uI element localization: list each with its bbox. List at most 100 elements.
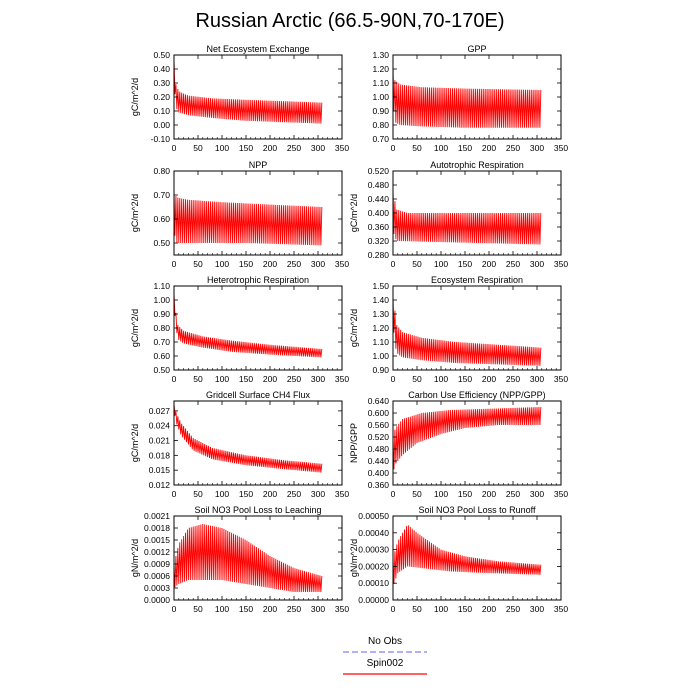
- plot-frame: [392, 515, 562, 601]
- x-tick-label: 250: [287, 604, 301, 614]
- x-tick-label: 150: [239, 489, 253, 499]
- page-title: Russian Arctic (66.5-90N,70-170E): [195, 10, 505, 32]
- chart-panel: 0 50 100 150 200 250 300 350 0.90 1.00 1.10 1.20 1.3…: [349, 275, 568, 384]
- x-tick-label: 350: [335, 143, 349, 153]
- y-tick-label: 0.90: [372, 106, 389, 116]
- y-axis-label: gN/m^2/d: [130, 539, 140, 577]
- y-tick-label: 0.0018: [144, 523, 170, 533]
- y-axis-label: gC/m^2/d: [130, 309, 140, 347]
- y-tick-label: 0.00010: [358, 578, 389, 588]
- plot-frame: [173, 170, 343, 256]
- x-tick-label: 300: [530, 489, 544, 499]
- y-tick-label: 0.0003: [144, 583, 170, 593]
- series-line: [173, 403, 323, 473]
- y-tick-label: 0.90: [372, 365, 389, 375]
- x-tick-label: 0: [391, 489, 396, 499]
- x-tick-label: 200: [482, 489, 496, 499]
- chart-panel: 0 50 100 150 200 250 300 350 0.280 0.320 0.360 0.40…: [349, 160, 568, 269]
- y-tick-label: 0.80: [153, 323, 170, 333]
- x-tick-label: 0: [391, 604, 396, 614]
- x-tick-label: 50: [412, 259, 422, 269]
- x-tick-label: 150: [458, 489, 472, 499]
- series-line: [392, 66, 542, 128]
- x-tick-label: 50: [193, 604, 203, 614]
- x-tick-label: 100: [434, 489, 448, 499]
- x-tick-label: 250: [506, 259, 520, 269]
- series-line: [173, 523, 323, 593]
- x-tick-label: 100: [434, 604, 448, 614]
- x-tick-label: 50: [412, 489, 422, 499]
- y-axis-label: gC/m^2/d: [130, 78, 140, 116]
- x-tick-label: 150: [239, 143, 253, 153]
- y-tick-label: 0.50: [153, 50, 170, 60]
- panel-title: Gridcell Surface CH4 Flux: [206, 390, 311, 400]
- y-tick-label: 0.400: [368, 468, 390, 478]
- y-tick-label: 0.027: [149, 406, 171, 416]
- y-tick-label: 0.021: [149, 436, 171, 446]
- x-tick-label: 50: [412, 374, 422, 384]
- x-tick-label: 250: [287, 374, 301, 384]
- series-line: [392, 188, 542, 245]
- x-tick-label: 0: [172, 259, 177, 269]
- y-tick-label: 0.012: [149, 480, 171, 490]
- x-tick-label: 50: [193, 489, 203, 499]
- series-line: [392, 406, 542, 470]
- x-tick-label: 350: [554, 259, 568, 269]
- x-tick-label: 100: [215, 259, 229, 269]
- y-tick-label: 0.00000: [358, 595, 389, 605]
- y-tick-label: 0.480: [368, 444, 390, 454]
- x-tick-label: 150: [239, 604, 253, 614]
- x-tick-label: 300: [311, 259, 325, 269]
- y-tick-label: 1.00: [372, 351, 389, 361]
- y-tick-label: 0.00030: [358, 545, 389, 555]
- y-tick-label: 1.20: [372, 64, 389, 74]
- y-axis-label: gC/m^2/d: [130, 194, 140, 232]
- y-tick-label: 0.00: [153, 120, 170, 130]
- series-line: [173, 59, 323, 124]
- y-axis-label: gC/m^2/d: [349, 309, 359, 347]
- y-tick-label: 0.0006: [144, 571, 170, 581]
- series-line: [392, 295, 542, 366]
- x-tick-label: 350: [335, 374, 349, 384]
- x-tick-label: 100: [215, 604, 229, 614]
- x-tick-label: 350: [554, 374, 568, 384]
- y-tick-label: 0.70: [153, 337, 170, 347]
- panel-title: Carbon Use Efficiency (NPP/GPP): [408, 390, 545, 400]
- x-tick-label: 100: [215, 374, 229, 384]
- x-tick-label: 0: [172, 374, 177, 384]
- plot-frame: [173, 285, 343, 371]
- y-tick-label: 0.600: [368, 408, 390, 418]
- y-tick-label: 0.440: [368, 194, 390, 204]
- x-tick-label: 150: [458, 143, 472, 153]
- x-tick-label: 300: [530, 604, 544, 614]
- y-axis-label: gC/m^2/d: [349, 194, 359, 232]
- y-tick-label: 0.440: [368, 456, 390, 466]
- x-tick-label: 100: [434, 143, 448, 153]
- chart-panel: 0 50 100 150 200 250 300 350 0.70 0.80 0.90 1.00 1.1…: [372, 44, 568, 153]
- y-tick-label: 1.50: [372, 281, 389, 291]
- y-tick-label: 0.015: [149, 465, 171, 475]
- x-tick-label: 150: [458, 604, 472, 614]
- x-tick-label: 0: [391, 374, 396, 384]
- x-tick-label: 150: [458, 374, 472, 384]
- x-tick-label: 50: [193, 259, 203, 269]
- x-tick-label: 250: [287, 143, 301, 153]
- x-tick-label: 100: [434, 374, 448, 384]
- x-tick-label: 200: [263, 259, 277, 269]
- x-tick-label: 50: [412, 604, 422, 614]
- y-tick-label: 1.30: [372, 309, 389, 319]
- y-tick-label: 0.70: [153, 190, 170, 200]
- y-axis-label: NPP/GPP: [349, 423, 359, 463]
- panel-title: Soil NO3 Pool Loss to Runoff: [419, 505, 536, 515]
- chart-panel: 0 50 100 150 200 250 300 350 0.50 0.60 0.70 0.80 0.9…: [130, 275, 349, 384]
- x-tick-label: 300: [311, 143, 325, 153]
- chart-panel: 0 50 100 150 200 250 300 350 0.360 0.400 0.440 0.48…: [349, 390, 568, 499]
- y-tick-label: 0.640: [368, 396, 390, 406]
- chart-panel: 0 50 100 150 200 250 300 350 0.012 0.015 0.018 0.02…: [130, 390, 349, 499]
- x-tick-label: 250: [506, 143, 520, 153]
- x-tick-label: 0: [172, 489, 177, 499]
- x-tick-label: 350: [335, 489, 349, 499]
- y-tick-label: 0.360: [368, 480, 390, 490]
- y-tick-label: 0.00020: [358, 561, 389, 571]
